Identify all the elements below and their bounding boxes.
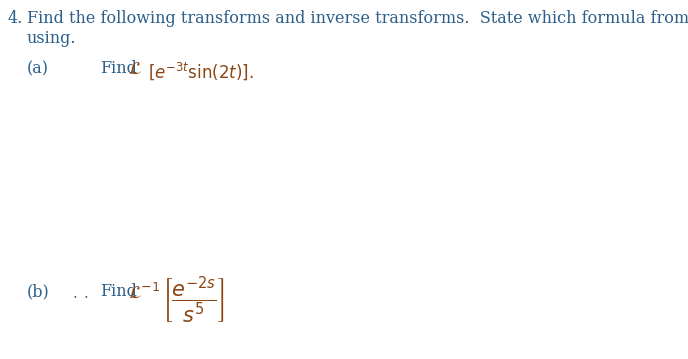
Text: $\left[\dfrac{e^{-2s}}{s^5}\right]$: $\left[\dfrac{e^{-2s}}{s^5}\right]$ [162, 275, 224, 326]
Text: using.: using. [27, 30, 76, 47]
Text: 4.: 4. [8, 10, 23, 27]
Text: $\mathcal{L}$: $\mathcal{L}$ [128, 60, 142, 78]
Text: $\left[e^{-3t}\sin(2t)\right].$: $\left[e^{-3t}\sin(2t)\right].$ [148, 60, 254, 81]
Text: Find the following transforms and inverse transforms.  State which formula from : Find the following transforms and invers… [27, 10, 688, 27]
Text: Find: Find [100, 60, 137, 77]
Text: $\mathcal{L}^{-1}$: $\mathcal{L}^{-1}$ [128, 283, 160, 302]
Text: Find: Find [100, 283, 137, 300]
Text: $\cdot$: $\cdot$ [83, 289, 88, 303]
Text: (b): (b) [27, 283, 50, 300]
Text: $\cdot$: $\cdot$ [72, 289, 77, 303]
Text: (a): (a) [27, 60, 49, 77]
